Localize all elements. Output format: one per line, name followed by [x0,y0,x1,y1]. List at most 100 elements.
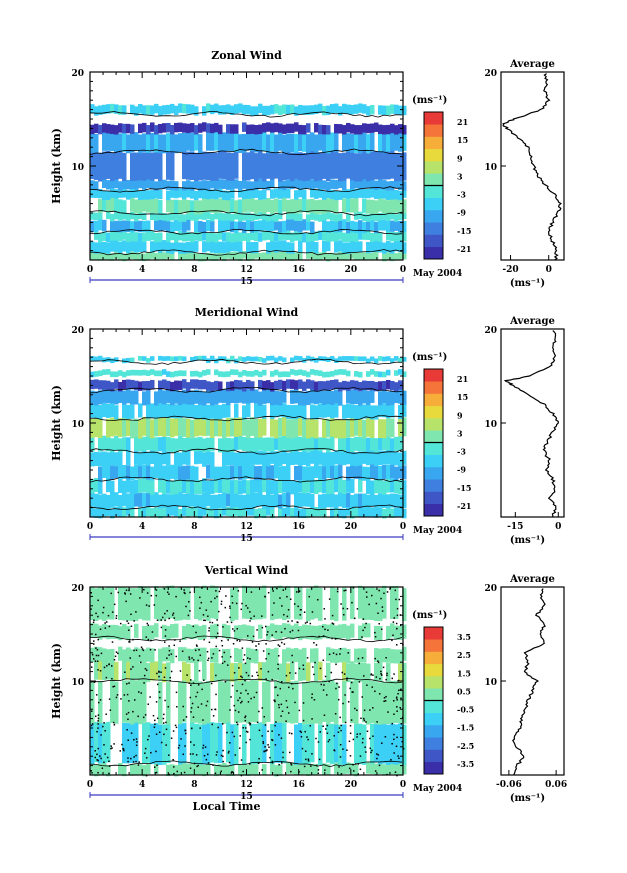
heatmap-cell [138,211,143,220]
heatmap-cell [330,679,335,722]
heatmap-cell [326,152,331,182]
heatmap-cell [202,506,207,516]
heatmap-cell [270,508,275,519]
heatmap-cell [178,200,183,215]
heatmap-cell [150,480,155,495]
heatmap-cell [186,450,191,465]
contour-dot [197,684,200,686]
heatmap-cell [166,151,171,180]
heatmap-cell [158,478,163,493]
heatmap-cell [370,762,375,774]
heatmap-cell [222,492,227,507]
contour-dot [242,770,244,773]
heatmap-cell [102,506,107,517]
contour-dot [274,724,276,727]
contour-dot [354,707,356,710]
heatmap-cell [118,123,123,133]
contour-dot [233,735,236,738]
heatmap-cell [374,371,379,377]
contour-dot [268,746,270,749]
panel-title: Meridional Wind [195,306,299,319]
contour-dot [90,770,92,772]
contour-dot [232,628,234,630]
heatmap-cell [294,213,299,221]
contour-dot [104,729,106,732]
contour-dot [258,643,260,645]
heatmap-cell [330,220,335,233]
contour-dot [206,700,209,703]
heatmap-cell [366,682,371,725]
heatmap-cell [314,405,319,420]
colorbar-swatch [424,639,443,652]
heatmap-cell [314,253,319,261]
contour-dot [128,629,130,631]
heatmap-cell [334,403,339,418]
heatmap-cell [174,452,179,467]
heatmap-cell [338,391,343,406]
heatmap-cell [350,494,355,510]
contour-dot [339,716,341,719]
contour-dot [208,629,210,632]
heatmap-cell [326,764,331,776]
heatmap-cell [214,103,219,113]
heatmap-cell [222,762,227,775]
heatmap-cell [390,190,395,200]
heatmap-cell [126,179,131,190]
heatmap-cell [202,492,207,507]
heatmap-cell [342,232,347,243]
heatmap-cell [154,198,159,213]
heatmap-cell [282,435,287,450]
heatmap-cell [346,466,351,481]
heatmap-cell [174,122,179,133]
heatmap-cell [278,585,283,619]
heatmap-cell [374,405,379,420]
heatmap-cell [342,380,347,391]
contour-dot [163,676,166,679]
heatmap-cell [310,721,315,763]
contour-dot [340,603,342,605]
heatmap-cell [194,508,199,518]
heatmap-cell [382,450,387,465]
contour-dot [275,686,277,688]
heatmap-cell [390,131,395,151]
heatmap-cell [354,648,359,663]
heatmap-cell [294,370,299,376]
heatmap-cell [206,232,211,243]
heatmap-cell [130,152,135,181]
heatmap-cell [250,492,255,507]
heatmap-cell [126,134,131,154]
heatmap-cell [342,404,347,419]
heatmap-cell [330,371,335,377]
contour-dot [182,753,185,756]
contour-dot [333,749,336,752]
contour-dot [124,593,127,595]
heatmap-cell [198,200,203,215]
heatmap-cell [186,104,191,114]
contour-dot [302,702,305,704]
heatmap-cell [90,623,95,638]
heatmap-cell [318,131,323,151]
heatmap-cell [314,662,319,682]
heatmap-cell [402,251,407,260]
heatmap-cell [106,403,111,418]
heatmap-cell [358,371,363,378]
contour-dot [288,686,290,689]
heatmap-cell [270,723,275,765]
contour-dot [180,738,182,740]
heatmap-cell [102,648,107,663]
heatmap-cell [310,240,315,252]
contour-dot [182,705,184,708]
heatmap-cell [306,764,311,776]
heatmap-cell [242,231,247,241]
heatmap-cell [326,647,331,662]
average-x-tick-label: -20 [502,265,518,275]
heatmap-cell [398,436,403,451]
heatmap-cell [242,370,247,376]
heatmap-cell [298,416,303,436]
heatmap-cell [138,232,143,243]
contour-dot [215,637,218,639]
heatmap-cell [162,369,167,375]
heatmap-cell [318,188,323,198]
heatmap-cell [386,132,391,152]
contour-dot [251,675,254,677]
